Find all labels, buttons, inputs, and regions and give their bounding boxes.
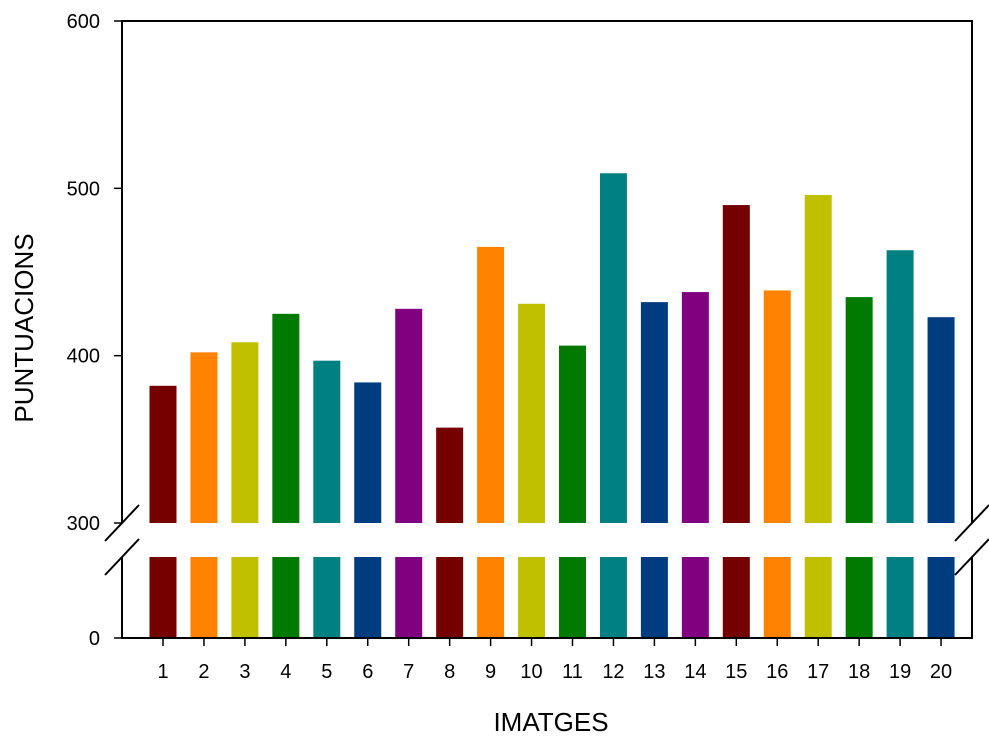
x-tick-label: 3 [239, 661, 250, 683]
bar-10-lower [518, 557, 546, 638]
bar-7-lower [395, 557, 423, 638]
bar-19-lower [886, 557, 914, 638]
axes-frame-upper [121, 20, 973, 523]
bar-7 [395, 308, 423, 523]
bar-9 [477, 246, 505, 523]
bar-17 [804, 195, 832, 523]
x-tick-label: 16 [766, 661, 788, 683]
bar-5-lower [313, 557, 341, 638]
x-tick-label: 9 [485, 661, 496, 683]
x-tick-label: 12 [602, 661, 624, 683]
bars-group [149, 173, 955, 638]
x-tick-label: 14 [684, 661, 706, 683]
ticks-group: 1 2 3 4 5 6 7 8 9 10 11 12 13 14 15 16 17 18 19 20030040050… [67, 11, 953, 683]
x-tick-label: 8 [444, 661, 455, 683]
axes-frame-lower [121, 557, 973, 639]
bar-15 [722, 205, 750, 524]
axis-break-mark [104, 538, 140, 576]
y-tick-label: 600 [67, 11, 100, 33]
y-axis-title: PUNTUACIONS [9, 233, 39, 422]
bar-14 [681, 292, 709, 523]
x-tick-label: 5 [321, 661, 332, 683]
bar-17-lower [804, 557, 832, 638]
axis-break-mark [954, 538, 989, 576]
x-tick-label: 10 [520, 661, 542, 683]
bar-2 [190, 352, 218, 523]
bar-6 [354, 382, 382, 523]
y-tick-label: 500 [67, 178, 100, 200]
bar-1 [149, 385, 177, 523]
bar-20 [927, 317, 955, 523]
bar-14-lower [681, 557, 709, 638]
y-tick-label: 300 [67, 513, 100, 535]
x-tick-label: 1 [157, 661, 168, 683]
bar-16 [763, 290, 791, 523]
y-tick-label: 0 [89, 628, 100, 650]
x-axis-title: IMATGES [493, 707, 608, 736]
bar-19 [886, 250, 914, 523]
x-tick-label: 20 [930, 661, 952, 683]
bar-11-lower [559, 557, 586, 638]
bar-8-lower [436, 557, 464, 638]
bar-2-lower [190, 557, 218, 638]
x-tick-label: 2 [198, 661, 209, 683]
bar-6-lower [354, 557, 382, 638]
x-tick-label: 11 [562, 661, 583, 683]
bar-9-lower [477, 557, 505, 638]
axis-break-mark [954, 504, 989, 542]
bar-15-lower [722, 557, 750, 638]
bar-8 [436, 427, 464, 523]
x-tick-label: 17 [807, 661, 829, 683]
bar-4 [272, 313, 300, 523]
bar-18-lower [845, 557, 873, 638]
x-tick-label: 18 [848, 661, 870, 683]
bar-11 [559, 345, 586, 523]
bar-18 [845, 297, 873, 523]
x-tick-label: 19 [889, 661, 911, 683]
axes-group [104, 20, 989, 639]
bar-10 [518, 303, 546, 523]
x-tick-label: 15 [725, 661, 747, 683]
x-tick-label: 6 [362, 661, 373, 683]
bar-4-lower [272, 557, 300, 638]
bar-13-lower [640, 557, 668, 638]
bar-12-lower [599, 557, 627, 638]
bar-16-lower [763, 557, 791, 638]
y-tick-label: 400 [67, 346, 100, 368]
bar-3 [231, 342, 259, 523]
x-tick-label: 4 [280, 661, 291, 683]
x-tick-label: 7 [403, 661, 414, 683]
bar-13 [640, 302, 668, 523]
bar-3-lower [231, 557, 259, 638]
bar-20-lower [927, 557, 955, 638]
bar-5 [313, 360, 341, 523]
x-tick-label: 13 [643, 661, 665, 683]
bar-1-lower [149, 557, 177, 638]
bar-12 [599, 173, 627, 524]
